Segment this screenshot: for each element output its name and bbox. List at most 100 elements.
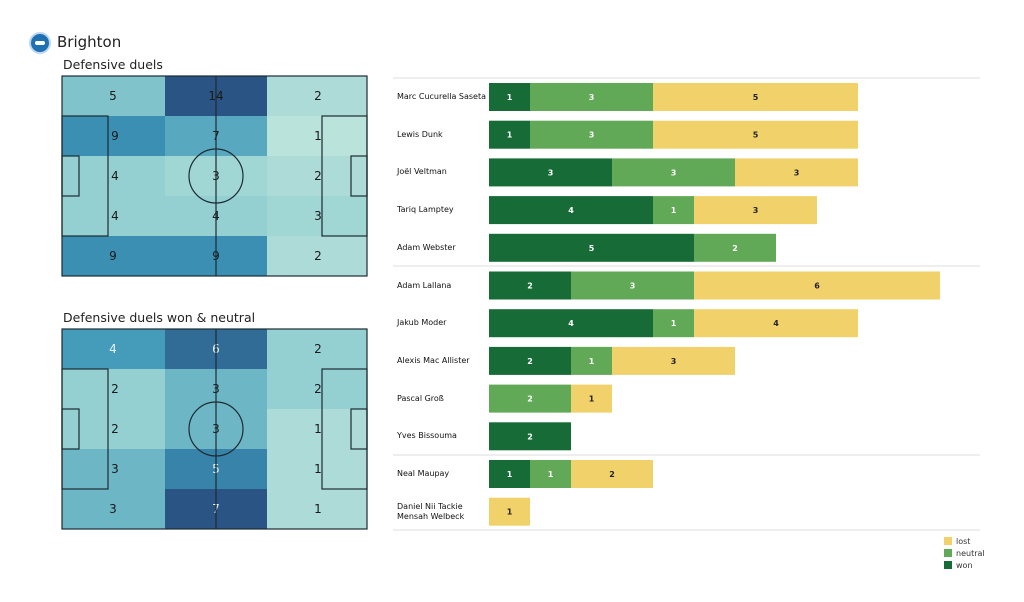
heat-cell	[62, 76, 165, 116]
bar-neutral	[694, 233, 776, 262]
bar-label-lost: 4	[773, 319, 779, 328]
left-six-yard-box	[61, 155, 80, 197]
bar-label-neutral: 3	[589, 93, 595, 102]
bar-won	[489, 422, 571, 451]
bar-label-won: 1	[507, 93, 513, 102]
bar-won	[489, 271, 571, 300]
bar-won	[489, 196, 653, 225]
bar-label-lost: 2	[609, 470, 615, 479]
cell-value: 9	[109, 249, 117, 263]
cell-value: 1	[314, 502, 322, 516]
bar-label-neutral: 1	[589, 357, 595, 366]
player-name: Daniel Nii Tackie Mensah Welbeck	[397, 501, 465, 521]
heat-cell	[267, 489, 367, 529]
heat-cell	[62, 116, 165, 156]
bar-won	[489, 346, 571, 375]
heat-cell	[267, 449, 367, 489]
player-name: Yves Bissouma	[397, 431, 457, 441]
cell-value: 4	[111, 209, 119, 223]
cell-value: 2	[314, 169, 322, 183]
bar-label-lost: 5	[753, 93, 759, 102]
heat-cell	[62, 489, 165, 529]
bar-label-lost: 6	[814, 282, 820, 291]
bar-label-neutral: 3	[589, 131, 595, 140]
cell-value: 9	[111, 129, 119, 143]
player-name: Alexis Mac Allister	[397, 355, 470, 365]
legend-neutral: neutral	[944, 547, 985, 559]
center-circle	[188, 401, 244, 457]
bar-lost	[735, 158, 858, 187]
cell-value: 5	[109, 89, 117, 103]
pitch2-title: Defensive duels won & neutral	[63, 310, 256, 325]
legend-won: won	[944, 559, 985, 571]
bar-lost	[694, 309, 858, 338]
bar-label-lost: 5	[753, 131, 759, 140]
bar-won	[489, 233, 694, 262]
bar-label-neutral: 2	[527, 395, 533, 404]
heat-cell	[267, 369, 367, 409]
bar-lost	[571, 460, 653, 488]
bar-lost	[653, 120, 858, 149]
cell-value: 2	[111, 382, 119, 396]
bar-lost	[694, 271, 940, 300]
heat-cell	[62, 369, 165, 409]
heat-cell	[267, 116, 367, 156]
bar-won	[489, 158, 612, 187]
heat-cell	[267, 156, 367, 196]
cell-value: 3	[314, 209, 322, 223]
right-six-yard-box	[350, 155, 368, 197]
cell-value: 4	[109, 342, 117, 356]
bar-label-lost: 1	[507, 508, 513, 517]
legend: lost neutral won	[944, 535, 985, 571]
bar-label-won: 2	[527, 357, 533, 366]
player-name: Adam Webster	[397, 242, 456, 252]
legend-lost: lost	[944, 535, 985, 547]
player-name: Tariq Lamptey	[397, 205, 454, 215]
bar-won	[489, 309, 653, 338]
cell-value: 2	[314, 342, 322, 356]
cell-value: 1	[314, 462, 322, 476]
bar-lost	[653, 83, 858, 111]
cell-value: 2	[314, 249, 322, 263]
right-six-yard-box	[350, 408, 368, 450]
pitch-1: 5 14 29 7 14 3 24 4 39 9 2	[61, 75, 368, 277]
heat-cell	[62, 329, 165, 369]
bar-lost	[489, 497, 530, 526]
bar-label-won: 5	[589, 244, 595, 253]
cell-value: 2	[314, 89, 322, 103]
pitch-2: 4 6 22 3 22 3 13 5 13 7 1	[61, 328, 368, 530]
player-name: Lewis Dunk	[397, 129, 443, 139]
cell-value: 1	[314, 129, 322, 143]
cell-value: 2	[314, 382, 322, 396]
bar-label-won: 1	[507, 470, 513, 479]
bar-won	[489, 460, 530, 488]
cell-value: 3	[109, 502, 117, 516]
heat-cell	[62, 449, 165, 489]
player-name: Neal Maupay	[397, 469, 450, 478]
bar-neutral	[612, 158, 735, 187]
bar-label-won: 4	[568, 206, 574, 215]
bar-neutral	[530, 120, 653, 149]
bar-label-won: 2	[527, 432, 533, 441]
player-name: Joël Veltman	[397, 167, 447, 177]
bar-label-lost: 1	[589, 395, 595, 404]
left-six-yard-box	[61, 408, 80, 450]
bar-label-won: 2	[527, 282, 533, 291]
player-name: Marc Cucurella Saseta	[397, 92, 487, 101]
heat-cell	[267, 409, 367, 449]
heat-cell	[267, 196, 367, 236]
cell-value: 1	[314, 422, 322, 436]
player-name: Adam Lallana	[397, 280, 452, 290]
bar-won	[489, 83, 530, 111]
cell-value: 4	[111, 169, 119, 183]
heat-cell	[62, 236, 165, 276]
bar-lost	[571, 384, 612, 413]
heat-cell	[267, 236, 367, 276]
bar-label-neutral: 3	[671, 168, 677, 177]
bar-won	[489, 120, 530, 149]
bar-label-won: 3	[548, 168, 554, 177]
heat-cell	[62, 196, 165, 236]
bar-label-lost: 3	[794, 168, 800, 177]
